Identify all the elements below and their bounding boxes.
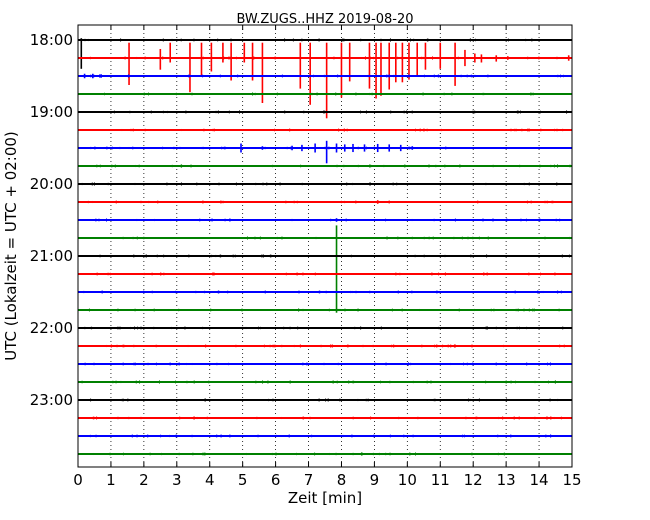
x-tick-label: 0 (73, 471, 83, 489)
x-tick-label: 14 (530, 471, 549, 489)
trace-2345 (78, 452, 573, 456)
x-tick-label: 11 (431, 471, 450, 489)
trace-2130 (78, 290, 572, 294)
seismogram-traces (77, 38, 573, 456)
x-tick-label: 1 (106, 471, 116, 489)
x-tick-label: 13 (497, 471, 516, 489)
x-tick-label: 12 (464, 471, 483, 489)
y-tick-label: 21:00 (30, 247, 73, 265)
x-tick-label: 9 (370, 471, 380, 489)
trace-1845 (78, 92, 572, 96)
trace-1900 (78, 110, 572, 114)
x-tick-label: 5 (238, 471, 248, 489)
x-tick-label: 15 (562, 471, 581, 489)
x-tick-label: 2 (139, 471, 149, 489)
trace-2230 (78, 362, 572, 366)
trace-1930 (78, 140, 572, 164)
x-tick-label: 3 (172, 471, 182, 489)
trace-2030 (78, 218, 572, 222)
x-tick-label: 8 (337, 471, 347, 489)
trace-2000 (78, 182, 572, 186)
trace-2215 (77, 344, 572, 348)
y-tick-label: 19:00 (30, 103, 73, 121)
y-tick-label: 23:00 (30, 391, 73, 409)
x-axis-label: Zeit [min] (288, 489, 362, 507)
y-tick-label: 18:00 (30, 31, 73, 49)
x-tick-label: 4 (205, 471, 215, 489)
trace-2245 (78, 380, 572, 384)
chart-title: BW.ZUGS..HHZ 2019-08-20 (236, 12, 413, 27)
x-tick-label: 6 (271, 471, 281, 489)
plot-frame (77, 24, 573, 468)
trace-1800 (78, 38, 572, 69)
plot-background (78, 25, 572, 467)
trace-2315 (78, 416, 572, 420)
trace-1815 (78, 42, 572, 119)
x-tick-label: 10 (398, 471, 417, 489)
trace-2300 (78, 398, 572, 402)
y-axis-label: UTC (Lokalzeit = UTC + 02:00) (2, 131, 20, 361)
trace-1915 (78, 128, 572, 132)
trace-2115 (78, 272, 572, 276)
trace-1830 (78, 73, 572, 79)
trace-1945 (78, 164, 572, 168)
trace-2200 (78, 326, 572, 330)
x-tick-label: 7 (304, 471, 314, 489)
trace-2330 (78, 434, 572, 438)
trace-2015 (78, 200, 572, 204)
grid-lines (110, 25, 540, 467)
trace-2100 (78, 254, 572, 258)
y-tick-label: 20:00 (30, 175, 73, 193)
axis-ticks: 0 1 2 3 4 5 6 7 8 9 10 11 12 13 14 1518:0019:0020:0021:… (30, 25, 582, 489)
y-tick-label: 22:00 (30, 319, 73, 337)
trace-2145 (78, 308, 572, 312)
trace-2045 (78, 225, 573, 313)
